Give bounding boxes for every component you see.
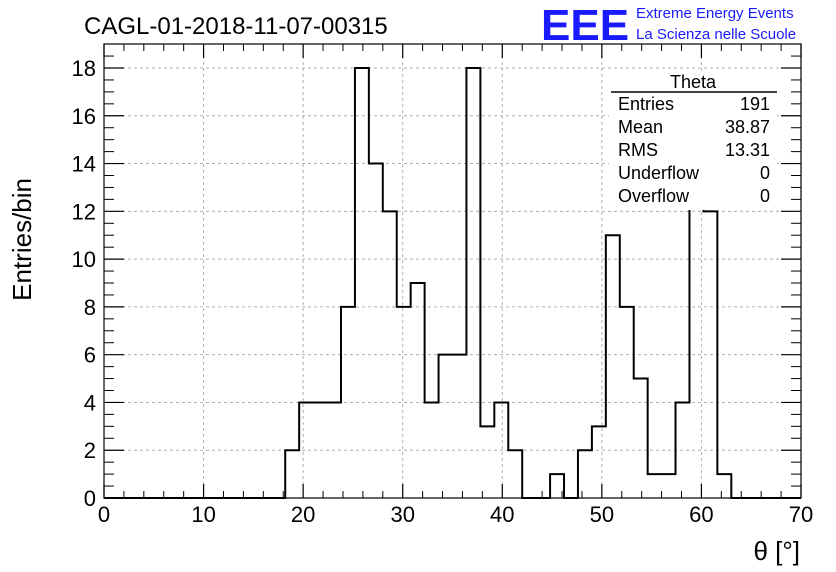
x-tick-label: 20 bbox=[291, 502, 315, 527]
logo-mark: EEE bbox=[541, 1, 629, 50]
y-tick-label: 16 bbox=[72, 104, 96, 129]
tick-labels: 0 10 20 30 40 50 60 70 0 2 4 6 8 10 12 14 16 18 bbox=[72, 56, 814, 527]
x-tick-label: 40 bbox=[490, 502, 514, 527]
y-tick-label: 18 bbox=[72, 56, 96, 81]
stats-row-value: 0 bbox=[760, 186, 770, 206]
x-tick-label: 70 bbox=[789, 502, 813, 527]
x-tick-label: 30 bbox=[390, 502, 414, 527]
stats-row-label: Entries bbox=[618, 94, 674, 114]
y-tick-label: 14 bbox=[72, 152, 96, 177]
stats-row-label: Mean bbox=[618, 117, 663, 137]
stats-row-value: 191 bbox=[740, 94, 770, 114]
logo-line-2: La Scienza nelle Scuole bbox=[636, 26, 796, 43]
stats-box: Theta Entries 191 Mean 38.87 RMS 13.31 Underfl… bbox=[609, 72, 777, 210]
axis-ticks bbox=[103, 44, 802, 499]
y-tick-label: 12 bbox=[72, 199, 96, 224]
grid-lines bbox=[104, 44, 801, 498]
stats-row-label: Underflow bbox=[618, 163, 700, 183]
x-tick-label: 10 bbox=[191, 502, 215, 527]
y-tick-label: 4 bbox=[84, 390, 96, 415]
eee-logo: EEE Extreme Energy Events La Scienza nel… bbox=[541, 1, 796, 50]
stats-row-value: 13.31 bbox=[725, 140, 770, 160]
x-tick-label: 50 bbox=[590, 502, 614, 527]
y-tick-label: 2 bbox=[84, 438, 96, 463]
stats-row-value: 0 bbox=[760, 163, 770, 183]
stats-box-background bbox=[609, 72, 777, 210]
x-tick-label: 60 bbox=[689, 502, 713, 527]
stats-row-value: 38.87 bbox=[725, 117, 770, 137]
stats-box-title: Theta bbox=[670, 72, 717, 92]
x-axis-title: θ [°] bbox=[753, 536, 800, 566]
x-tick-label: 0 bbox=[98, 502, 110, 527]
logo-line-1: Extreme Energy Events bbox=[636, 5, 794, 22]
y-tick-label: 6 bbox=[84, 343, 96, 368]
y-axis-title: Entries/bin bbox=[7, 178, 37, 301]
y-tick-label: 8 bbox=[84, 295, 96, 320]
chart-title: CAGL-01-2018-11-07-00315 bbox=[84, 13, 388, 40]
stats-row-label: RMS bbox=[618, 140, 658, 160]
y-tick-label: 10 bbox=[72, 247, 96, 272]
stats-row-label: Overflow bbox=[618, 186, 690, 206]
y-tick-label: 0 bbox=[84, 486, 96, 511]
